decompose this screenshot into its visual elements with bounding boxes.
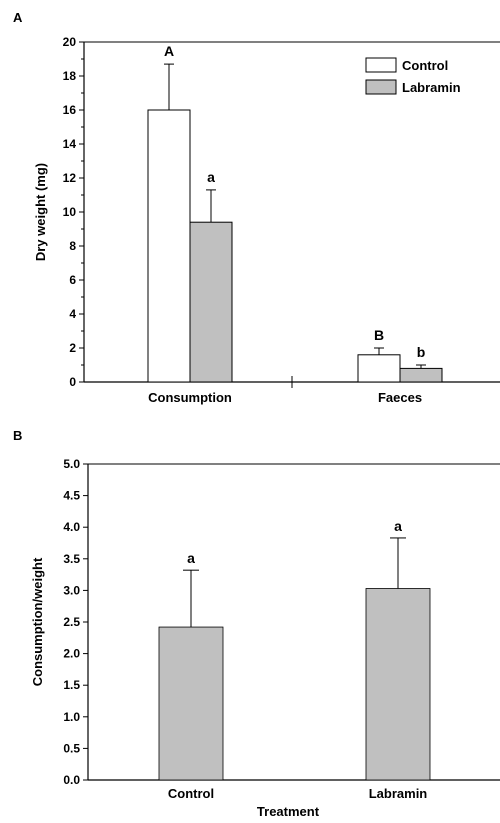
significance-letter-b: a bbox=[394, 518, 402, 534]
y-tick-label-a: 10 bbox=[63, 205, 77, 219]
panel-label-a: A bbox=[13, 10, 23, 25]
y-tick-label-b: 4.0 bbox=[63, 520, 80, 534]
y-tick-label-b: 1.0 bbox=[63, 710, 80, 724]
significance-letter-b: a bbox=[187, 550, 195, 566]
y-tick-label-a: 6 bbox=[69, 273, 76, 287]
y-tick-label-b: 3.5 bbox=[63, 552, 80, 566]
y-tick-label-a: 12 bbox=[63, 171, 77, 185]
y-tick-label-a: 14 bbox=[63, 137, 77, 151]
significance-letter-a: B bbox=[374, 327, 384, 343]
bar-a-labramin bbox=[189, 221, 233, 383]
legend-label-labramin: Labramin bbox=[402, 80, 461, 95]
panel-label-b: B bbox=[13, 428, 22, 443]
bar-a-control bbox=[357, 354, 401, 383]
legend-swatch-labramin bbox=[365, 79, 397, 95]
x-category-label-a: Consumption bbox=[148, 390, 232, 405]
bar-b-labramin bbox=[365, 588, 431, 781]
legend-swatch-control bbox=[365, 57, 397, 73]
y-tick-label-b: 1.5 bbox=[63, 678, 80, 692]
x-category-label-b: Labramin bbox=[369, 786, 428, 801]
y-axis-title-a: Dry weight (mg) bbox=[33, 163, 48, 261]
y-tick-label-a: 8 bbox=[69, 239, 76, 253]
y-tick-label-a: 16 bbox=[63, 103, 77, 117]
x-category-label-a: Faeces bbox=[378, 390, 422, 405]
y-axis-title-b: Consumption/weight bbox=[30, 557, 45, 686]
y-tick-label-a: 2 bbox=[69, 341, 76, 355]
y-tick-label-b: 0.5 bbox=[63, 741, 80, 755]
y-tick-label-b: 3.0 bbox=[63, 583, 80, 597]
y-tick-label-a: 18 bbox=[63, 69, 77, 83]
y-tick-label-b: 4.5 bbox=[63, 489, 80, 503]
legend-label-control: Control bbox=[402, 58, 448, 73]
bar-a-control bbox=[147, 109, 191, 383]
y-tick-label-b: 0.0 bbox=[63, 773, 80, 787]
y-tick-label-b: 2.5 bbox=[63, 615, 80, 629]
bar-b-control bbox=[158, 626, 224, 781]
y-tick-label-a: 20 bbox=[63, 35, 77, 49]
bar-a-labramin bbox=[399, 367, 443, 383]
y-tick-label-b: 5.0 bbox=[63, 457, 80, 471]
significance-letter-a: a bbox=[207, 169, 215, 185]
x-axis-title-b: Treatment bbox=[257, 804, 320, 819]
y-tick-label-b: 2.0 bbox=[63, 647, 80, 661]
x-category-label-b: Control bbox=[168, 786, 214, 801]
significance-letter-a: b bbox=[417, 344, 426, 360]
significance-letter-a: A bbox=[164, 43, 174, 59]
y-tick-label-a: 4 bbox=[69, 307, 76, 321]
y-tick-label-a: 0 bbox=[69, 375, 76, 389]
